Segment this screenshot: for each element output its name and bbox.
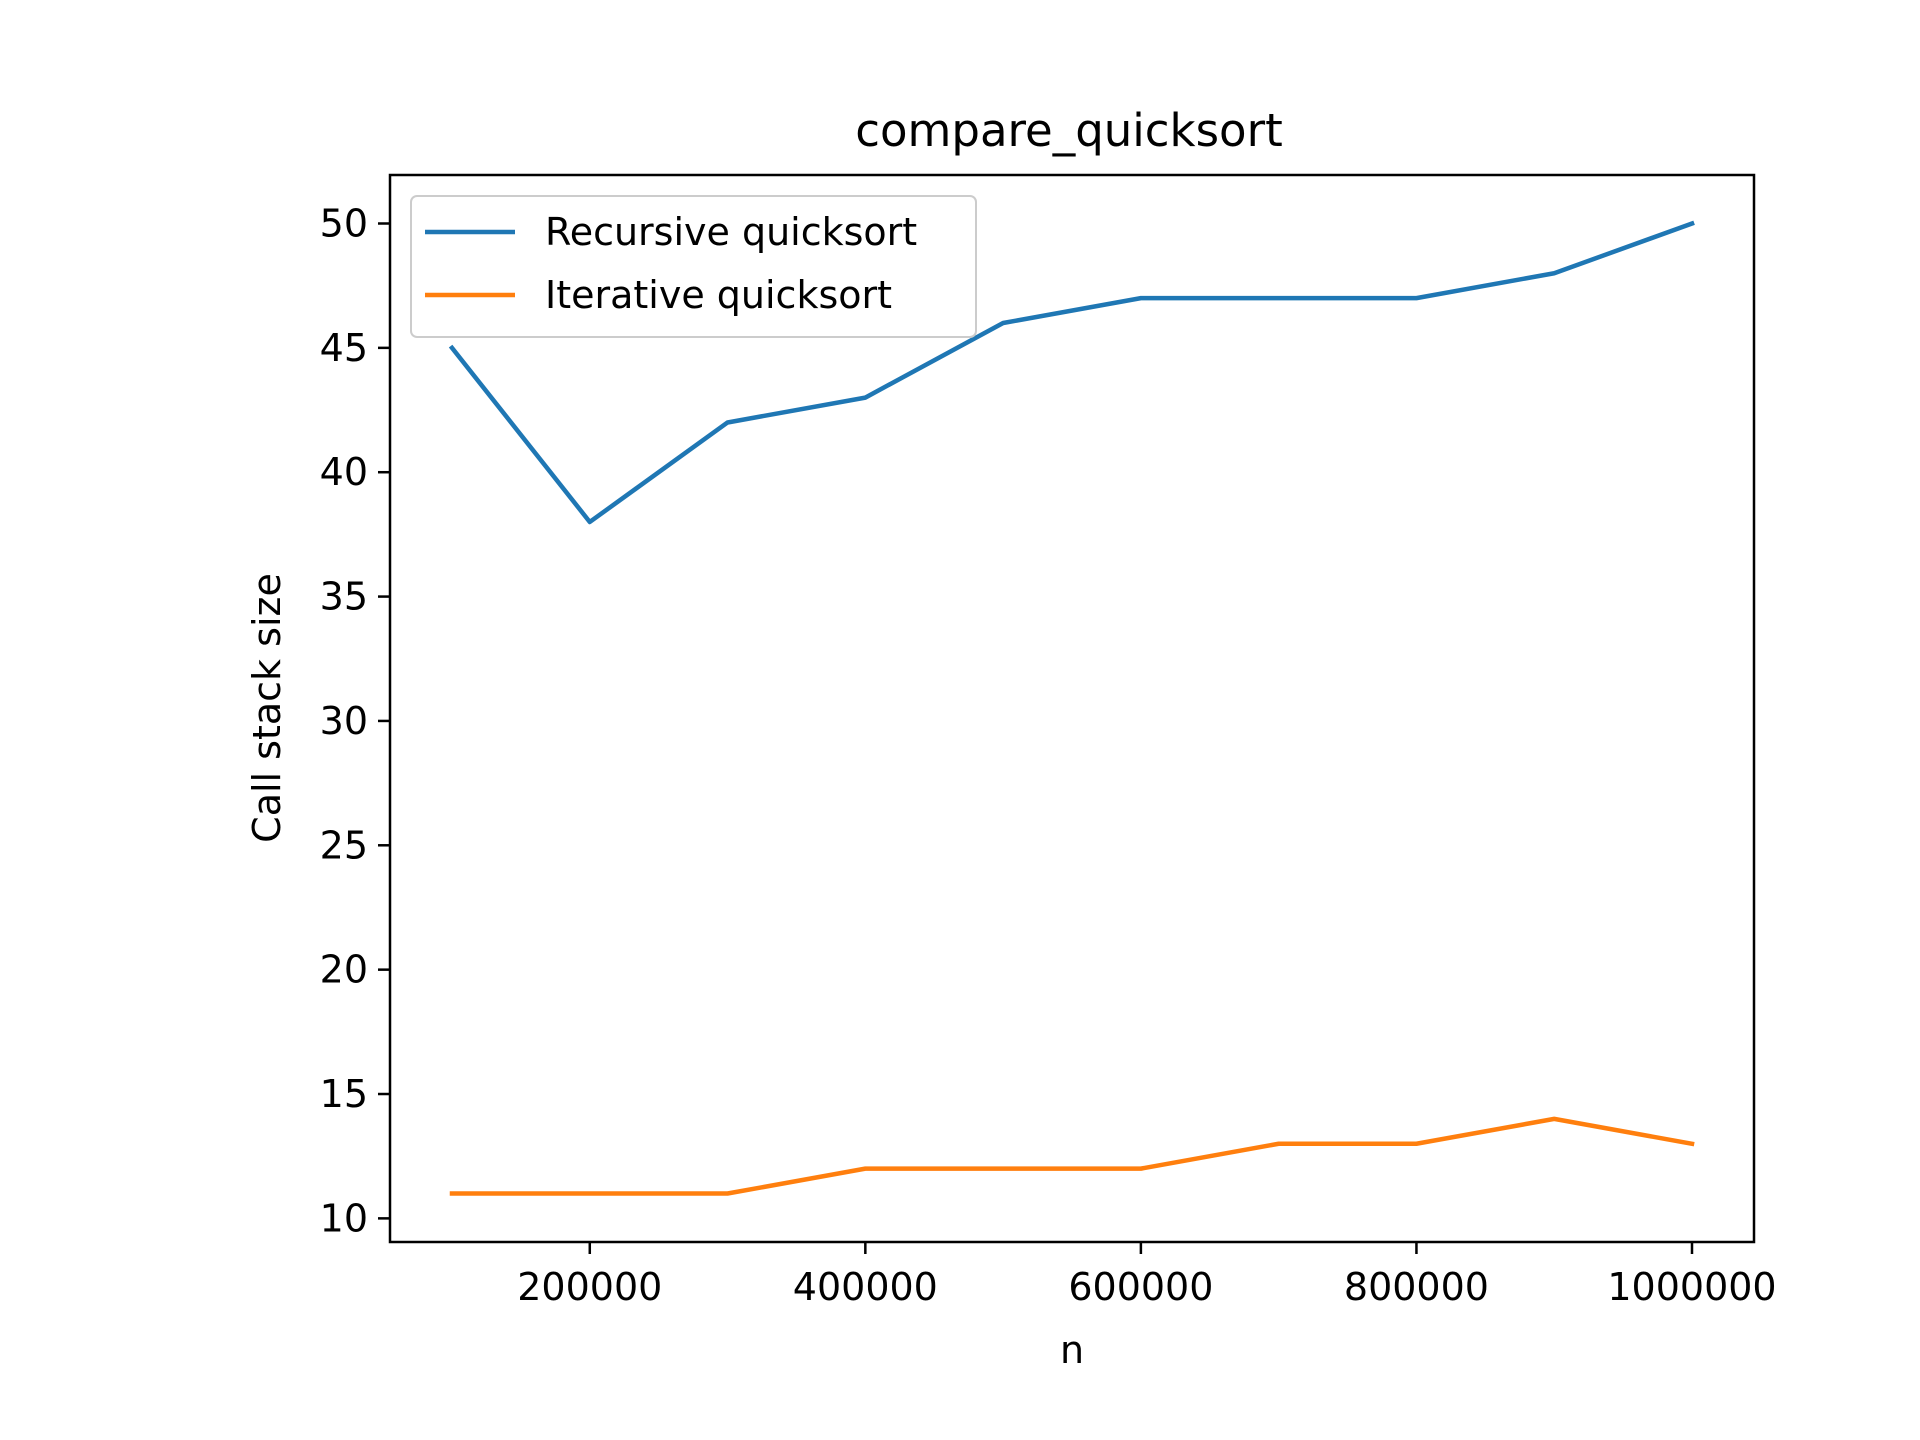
axes-frame bbox=[388, 173, 1756, 1244]
legend-label-recursive: Recursive quicksort bbox=[545, 210, 917, 254]
chart-title: compare_quicksort bbox=[855, 104, 1282, 157]
y-tick-label: 35 bbox=[320, 575, 368, 619]
plot-area bbox=[448, 220, 1695, 1196]
series-line-iterative bbox=[449, 1116, 1695, 1196]
y-tick-label: 50 bbox=[320, 202, 368, 246]
x-tick-label: 200000 bbox=[517, 1265, 662, 1309]
legend-label-iterative: Iterative quicksort bbox=[545, 273, 892, 317]
x-tick-label: 1000000 bbox=[1607, 1265, 1776, 1309]
x-tick-label: 400000 bbox=[793, 1265, 938, 1309]
y-tick-label: 40 bbox=[320, 450, 368, 494]
x-axis-ticks: 200000 400000 600000 800000 1000000 bbox=[517, 1242, 1777, 1309]
y-tick-label: 20 bbox=[320, 948, 368, 992]
y-tick-label: 30 bbox=[320, 699, 368, 743]
y-tick-label: 10 bbox=[320, 1196, 368, 1240]
y-axis-label: Call stack size bbox=[245, 573, 289, 843]
y-tick-label: 25 bbox=[320, 823, 368, 867]
series-line-recursive bbox=[448, 220, 1695, 525]
y-tick-label: 15 bbox=[320, 1072, 368, 1116]
y-axis-ticks: 10 15 20 25 30 35 40 45 50 bbox=[320, 202, 390, 1240]
x-tick-label: 600000 bbox=[1068, 1265, 1213, 1309]
legend-box bbox=[410, 195, 977, 338]
x-axis-label: n bbox=[1060, 1328, 1084, 1372]
y-tick-label: 45 bbox=[320, 326, 368, 370]
x-tick-label: 800000 bbox=[1344, 1265, 1489, 1309]
legend: Recursive quicksort Iterative quicksort bbox=[410, 195, 977, 338]
